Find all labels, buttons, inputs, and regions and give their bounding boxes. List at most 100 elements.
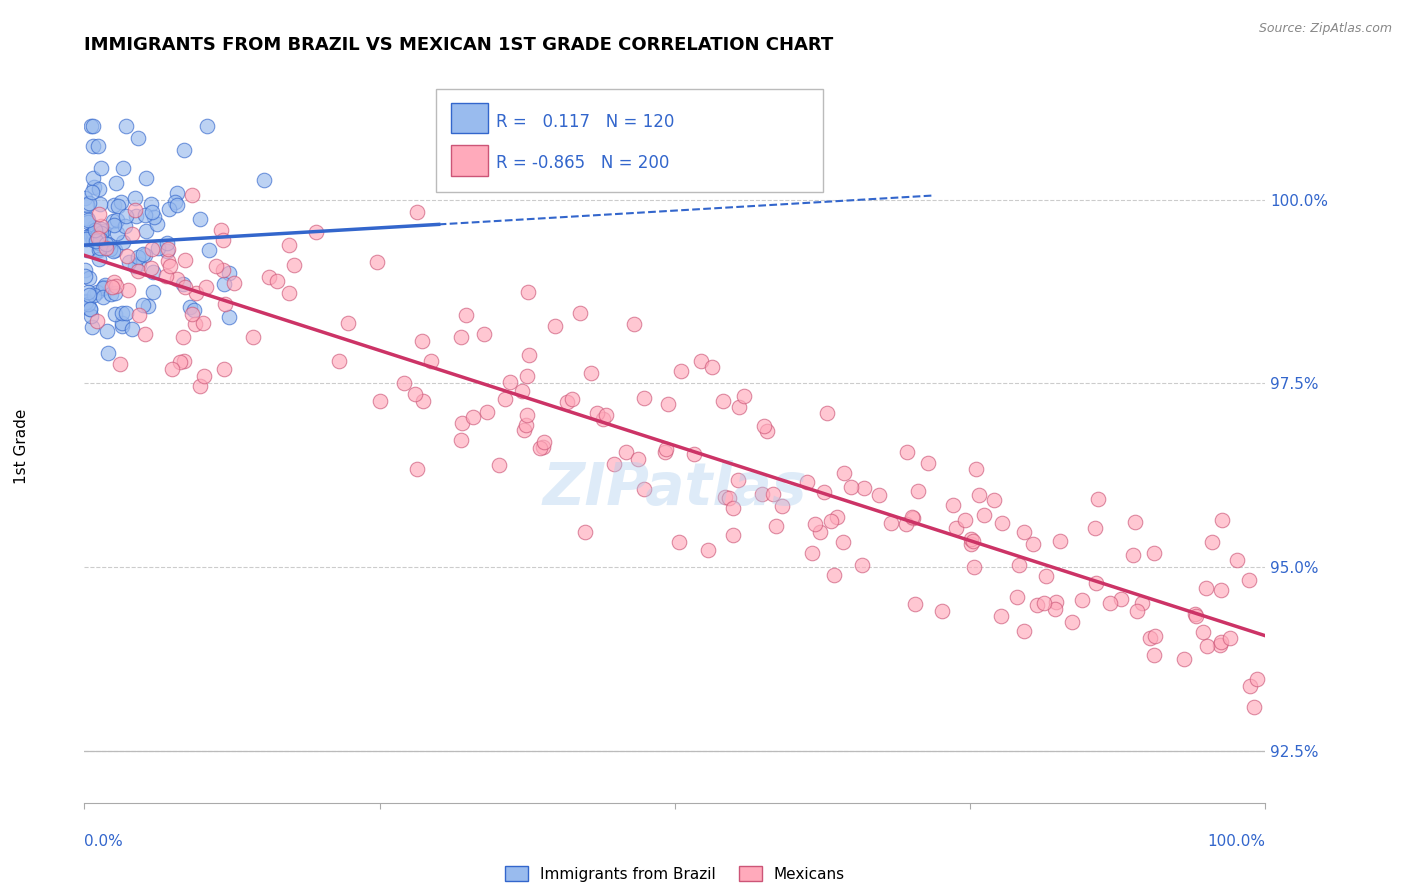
Point <box>1045 595 1067 609</box>
Point <box>366 255 388 269</box>
Point <box>134 170 156 185</box>
Point <box>561 392 583 406</box>
Point <box>717 491 740 505</box>
Point <box>179 301 201 315</box>
Point <box>184 317 207 331</box>
Point <box>283 259 305 273</box>
Point <box>762 487 785 501</box>
Point <box>87 252 110 267</box>
Point <box>516 369 538 384</box>
Point <box>973 508 995 522</box>
Point <box>475 405 498 419</box>
Point <box>118 255 141 269</box>
Point <box>142 265 165 279</box>
Point <box>195 119 218 133</box>
Point <box>896 517 918 532</box>
Point <box>1226 552 1249 566</box>
Point <box>104 307 127 321</box>
Point <box>125 210 148 224</box>
Point <box>1197 639 1219 653</box>
Point <box>84 222 107 236</box>
Point <box>76 244 98 258</box>
Point <box>224 277 246 291</box>
Point <box>1125 515 1147 529</box>
Point <box>832 466 855 480</box>
Point <box>406 204 429 219</box>
Point <box>803 516 825 531</box>
Point <box>723 501 745 516</box>
Point <box>131 298 153 312</box>
Point <box>124 260 146 274</box>
Point <box>623 318 645 332</box>
Point <box>392 376 415 391</box>
Point <box>146 217 169 231</box>
Point <box>472 327 495 342</box>
Point <box>1087 491 1109 506</box>
Point <box>1237 573 1260 587</box>
Point <box>86 229 108 244</box>
Text: R = -0.865   N = 200: R = -0.865 N = 200 <box>496 154 669 172</box>
Point <box>1185 609 1208 624</box>
Text: 0.0%: 0.0% <box>84 834 124 849</box>
Point <box>832 534 855 549</box>
Point <box>328 354 350 368</box>
Point <box>690 354 713 368</box>
Legend: Immigrants from Brazil, Mexicans: Immigrants from Brazil, Mexicans <box>499 860 851 888</box>
Point <box>77 214 100 228</box>
Text: 1st Grade: 1st Grade <box>14 409 28 483</box>
Point <box>73 191 96 205</box>
Point <box>115 249 138 263</box>
Point <box>1084 521 1107 535</box>
Point <box>195 280 218 294</box>
Point <box>75 230 97 244</box>
Point <box>711 394 734 409</box>
Point <box>115 119 138 133</box>
Point <box>127 250 149 264</box>
Point <box>181 306 204 320</box>
Point <box>98 242 121 256</box>
Point <box>696 543 718 558</box>
Point <box>115 209 138 223</box>
Point <box>411 334 433 349</box>
Point <box>101 280 124 294</box>
Point <box>1211 582 1233 597</box>
Point <box>159 260 181 274</box>
Point <box>183 303 205 318</box>
Point <box>633 391 655 405</box>
Point <box>87 230 110 244</box>
Point <box>80 228 103 243</box>
Point <box>277 238 299 252</box>
Point <box>79 119 101 133</box>
Point <box>368 393 391 408</box>
Point <box>1239 679 1261 693</box>
Point <box>80 227 103 241</box>
Point <box>173 279 195 293</box>
Point <box>139 261 162 276</box>
Point <box>80 320 103 334</box>
Point <box>614 444 637 458</box>
Point <box>212 277 235 291</box>
Point <box>404 387 426 401</box>
Point <box>1012 524 1035 539</box>
Point <box>813 485 835 500</box>
Point <box>488 458 510 472</box>
Point <box>121 322 143 336</box>
Point <box>75 232 97 246</box>
Point <box>412 393 434 408</box>
Point <box>105 177 128 191</box>
Point <box>1243 699 1265 714</box>
Point <box>1192 624 1215 639</box>
Point <box>127 131 149 145</box>
Point <box>765 518 787 533</box>
Point <box>90 219 112 233</box>
Point <box>212 233 235 247</box>
Point <box>83 288 105 302</box>
Point <box>91 290 114 304</box>
Point <box>1143 546 1166 560</box>
Point <box>1033 596 1056 610</box>
Point <box>79 288 101 302</box>
Point <box>901 509 924 524</box>
Point <box>461 409 484 424</box>
Point <box>86 285 108 300</box>
Point <box>419 354 441 368</box>
